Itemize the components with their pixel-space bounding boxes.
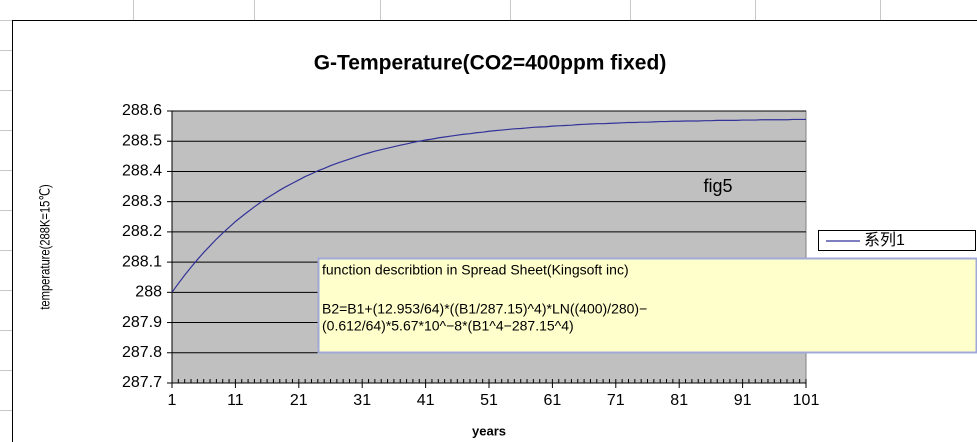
x-tick-label: 91 xyxy=(734,392,752,409)
x-tick-label: 21 xyxy=(290,392,308,409)
y-tick-label: 288.1 xyxy=(122,253,162,270)
x-tick-label: 101 xyxy=(793,392,820,409)
legend xyxy=(818,230,976,251)
y-tick-label: 288.6 xyxy=(122,102,162,119)
x-tick-label: 41 xyxy=(417,392,435,409)
x-axis-label: years xyxy=(472,423,506,438)
x-tick-label: 11 xyxy=(227,392,244,409)
y-tick-label: 287.7 xyxy=(122,374,162,391)
y-tick-label: 287.8 xyxy=(122,344,162,361)
y-tick-label: 288.4 xyxy=(122,163,162,180)
x-tick-label: 61 xyxy=(544,392,562,409)
y-tick-label: 288 xyxy=(135,284,162,301)
y-tick-label: 287.9 xyxy=(122,314,162,331)
annotation: fig5 xyxy=(703,176,732,196)
y-tick-label: 288.3 xyxy=(122,193,162,210)
x-tick-label: 1 xyxy=(168,392,177,409)
y-axis-label: temperature(288K=15℃) xyxy=(38,184,53,309)
x-tick-label: 31 xyxy=(353,392,371,409)
legend-label: 系列1 xyxy=(864,231,905,249)
x-tick-label: 81 xyxy=(670,392,688,409)
text-box-title: function describtion in Spread Sheet(Kin… xyxy=(322,262,629,278)
text-box-line: (0.612/64)*5.67*10^−8*(B1^4−287.15^4) xyxy=(322,318,574,334)
plot-area: 287.7 287.8 287.9 288 288.1 288.2 288.3 288.4 28… xyxy=(122,102,819,409)
y-tick-label: 288.5 xyxy=(122,132,162,149)
series-line xyxy=(171,118,806,293)
x-tick-label: 71 xyxy=(607,392,625,409)
text-box xyxy=(317,257,977,354)
chart-title: G-Temperature(CO2=400ppm fixed) xyxy=(314,52,667,75)
y-tick-label: 288.2 xyxy=(122,223,162,240)
text-box-line: B2=B1+(12.953/64)*((B1/287.15)^4)*LN((40… xyxy=(322,301,647,317)
x-tick-label: 51 xyxy=(480,392,498,409)
